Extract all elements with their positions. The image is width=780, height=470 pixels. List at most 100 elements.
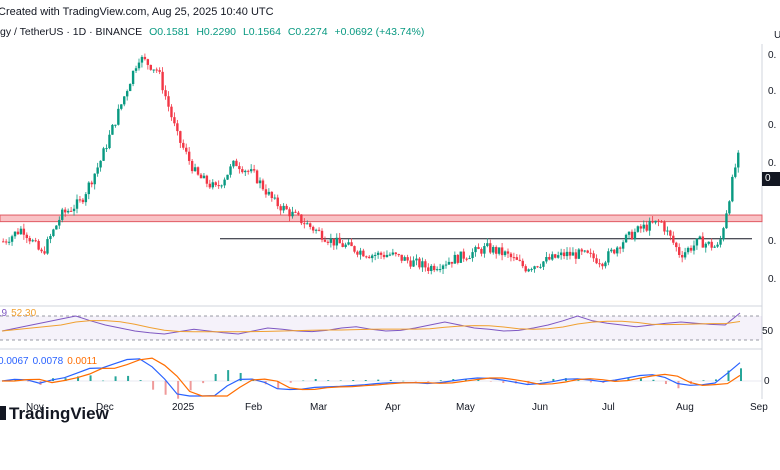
candle — [506, 251, 510, 254]
candle — [421, 261, 424, 268]
candle — [494, 247, 498, 254]
rsi-value: 19 — [0, 308, 8, 319]
macd-histogram-bar — [302, 380, 305, 382]
candle — [379, 252, 383, 255]
candle — [406, 257, 409, 261]
low-value: L0.1564 — [242, 26, 281, 38]
candle — [371, 255, 374, 259]
candle — [359, 250, 362, 255]
macd-histogram-bar — [502, 381, 505, 383]
macd-histogram-bar — [552, 378, 555, 381]
macd-histogram-bar — [427, 381, 430, 382]
candle — [530, 269, 533, 271]
time-axis-label: Jun — [532, 402, 549, 413]
price-axis-label: 0. — [768, 50, 777, 61]
candle — [2, 241, 5, 243]
macd-histogram-bar — [627, 378, 630, 381]
candle — [350, 242, 353, 247]
candle — [55, 225, 58, 230]
rsi-ma-line — [1, 320, 741, 333]
macd-histogram-bar — [277, 381, 280, 389]
macd-histogram-bar — [677, 381, 680, 389]
candle — [105, 148, 108, 150]
candle — [642, 224, 645, 229]
macd-histogram-bar — [214, 374, 217, 381]
symbol-name[interactable]: gy / TetherUS · 1D · BINANCE — [0, 26, 143, 38]
candle — [10, 236, 14, 242]
candle — [72, 208, 76, 212]
candle — [453, 254, 457, 264]
candle — [149, 64, 152, 70]
candle — [365, 256, 368, 258]
candle — [444, 264, 448, 266]
macd-histogram-bar — [702, 380, 705, 381]
candle — [202, 175, 206, 179]
candle — [672, 235, 675, 243]
candle — [430, 265, 433, 271]
price-chart[interactable] — [0, 44, 780, 404]
candle — [273, 197, 276, 199]
macd-histogram-bar — [589, 381, 592, 383]
candle — [397, 254, 400, 256]
candle — [512, 257, 516, 259]
candle — [707, 241, 710, 244]
candle — [698, 236, 702, 239]
candle — [320, 230, 324, 240]
candle — [409, 260, 412, 267]
candle — [16, 231, 20, 235]
time-axis-label: May — [456, 402, 475, 413]
scale-label: U — [774, 30, 780, 41]
candle — [84, 194, 88, 203]
macd-histogram-bar — [239, 372, 242, 381]
open-value: O0.1581 — [149, 26, 190, 38]
candle — [695, 238, 699, 246]
candle — [515, 257, 519, 260]
candle — [276, 197, 279, 207]
candle — [176, 123, 179, 132]
last-price-label: 0 — [762, 172, 780, 186]
macd-histogram-bar — [189, 381, 192, 391]
macd-histogram-bar — [139, 380, 142, 381]
watermark-header: Created with TradingView.com, Aug 25, 20… — [0, 0, 780, 22]
macd-0-label: 0 — [764, 376, 770, 387]
candle — [483, 246, 486, 254]
candle — [633, 231, 637, 240]
candle — [471, 252, 474, 259]
candle — [613, 249, 616, 254]
candle — [193, 167, 197, 172]
candle — [503, 251, 507, 256]
candle — [326, 241, 330, 243]
candle — [368, 256, 371, 259]
candle — [297, 212, 300, 215]
candle — [199, 174, 203, 179]
time-axis-label: Apr — [385, 402, 401, 413]
candle — [185, 147, 188, 152]
candle — [645, 224, 648, 231]
candle — [689, 247, 693, 251]
macd-histogram-bar — [14, 379, 17, 381]
candle — [96, 167, 99, 174]
candle — [264, 189, 268, 195]
candle — [716, 244, 719, 247]
macd-histogram-bar — [414, 381, 417, 382]
macd-histogram-bar — [727, 370, 730, 381]
candle — [518, 259, 521, 261]
macd-value: 0.0067 — [0, 356, 29, 367]
candle — [621, 242, 625, 249]
macd-histogram-bar — [227, 370, 230, 381]
candle — [353, 246, 356, 252]
candle — [586, 250, 589, 253]
price-axis-label: 0. — [768, 120, 777, 131]
candle — [562, 252, 566, 257]
candle — [294, 211, 297, 213]
candle — [618, 247, 622, 249]
candle — [93, 173, 96, 185]
candle — [571, 252, 575, 256]
candle — [120, 104, 123, 109]
candle — [489, 243, 492, 253]
candle — [533, 266, 536, 270]
candle — [474, 247, 477, 253]
candle — [123, 96, 126, 105]
candle — [137, 62, 141, 69]
candle — [332, 238, 336, 246]
